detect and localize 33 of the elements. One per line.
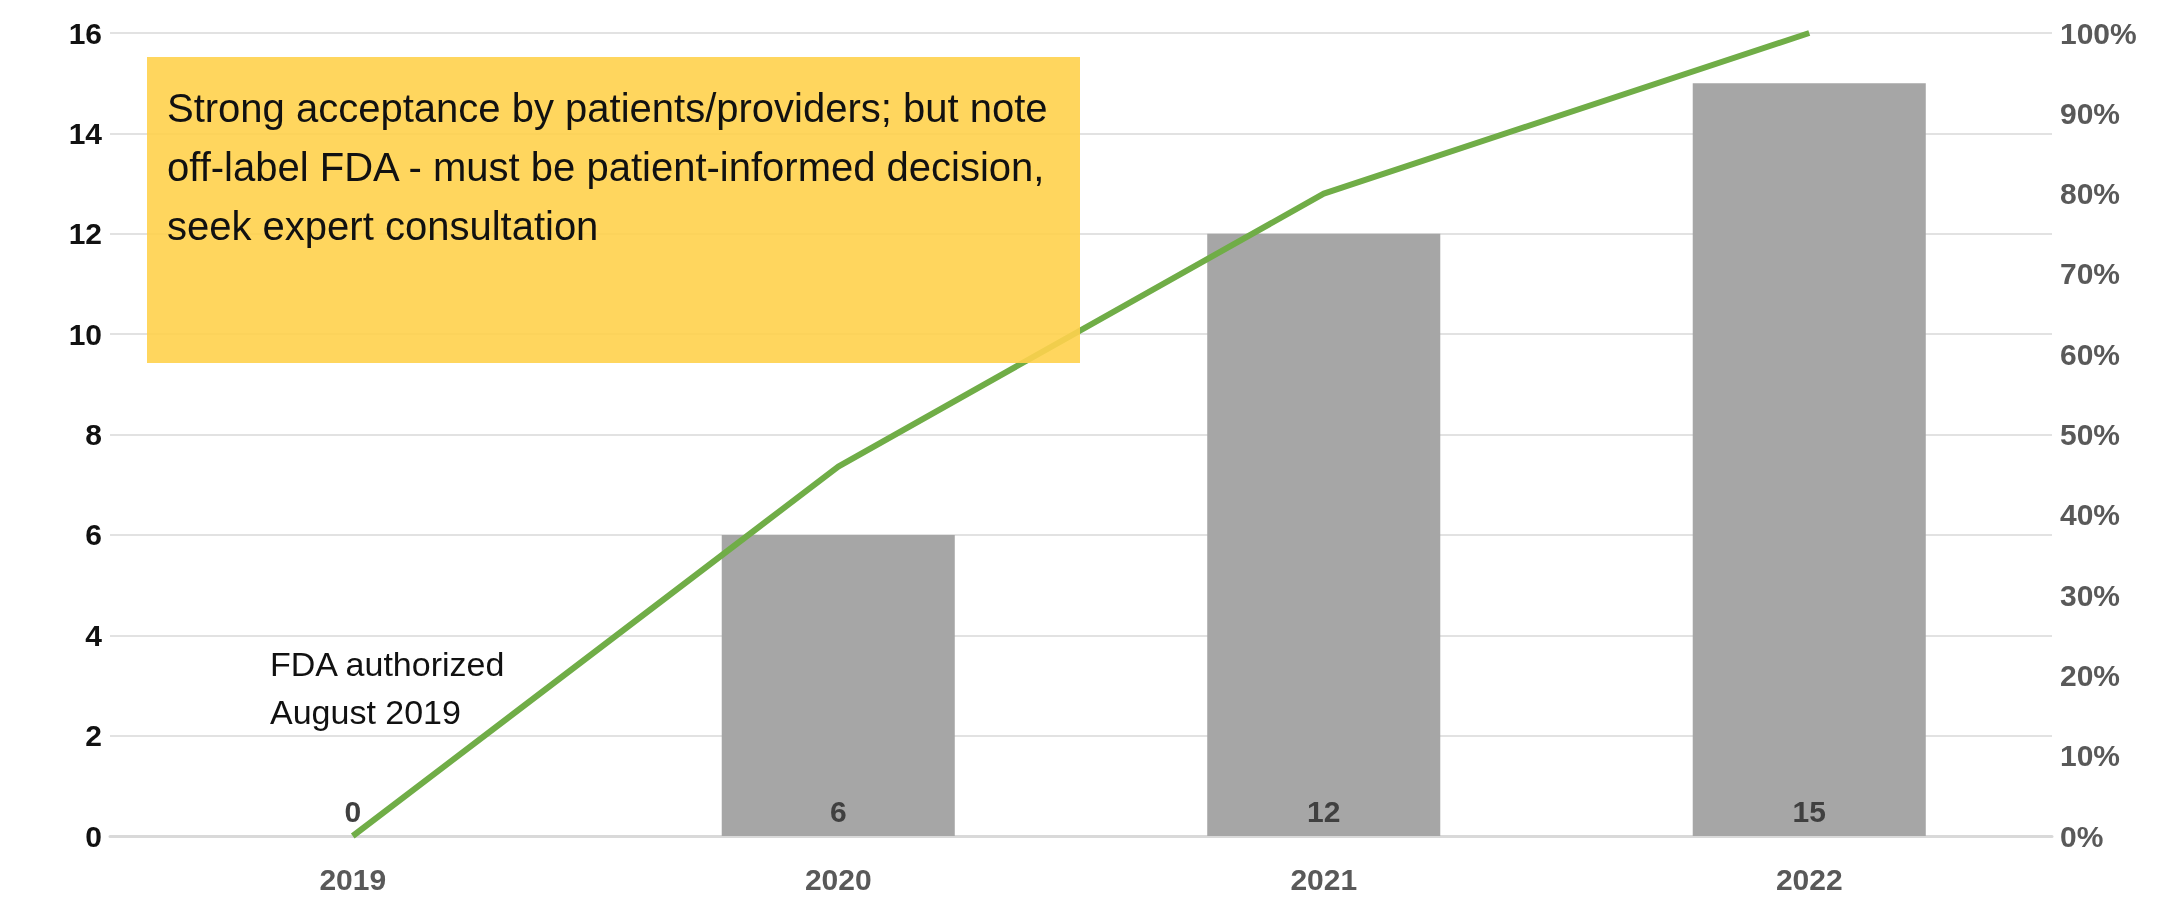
data-label: 6 (829, 794, 847, 828)
y-tick-label: 4 (85, 618, 103, 652)
y-tick-label: 6 (85, 518, 102, 552)
x-tick-label: 2020 (804, 862, 872, 896)
y2-tick-label: 70% (2060, 257, 2121, 291)
note-box: Strong acceptance by patients/providers; but note off-label FDA - must be patient-informed decision, seek expert consultation (147, 57, 1080, 363)
y2-tick-label: 40% (2060, 498, 2121, 532)
y2-tick-label: 90% (2060, 96, 2121, 130)
x-tick-label: 2021 (1290, 862, 1358, 896)
y2-tick-label: 20% (2060, 658, 2121, 692)
data-label: 12 (1307, 794, 1341, 828)
y2-tick-label: 100% (2060, 16, 2137, 50)
bar (1207, 233, 1441, 836)
y2-tick-label: 60% (2060, 337, 2121, 371)
annotation: FDA authorized August 2019 (270, 645, 514, 731)
y-tick-label: 2 (85, 719, 102, 753)
y-tick-label: 16 (68, 16, 102, 50)
x-tick-label: 2019 (319, 862, 387, 896)
y2-tick-label: 10% (2060, 739, 2121, 773)
x-tick-label: 2022 (1775, 862, 1843, 896)
y-tick-label: 12 (68, 217, 102, 251)
y-tick-label: 0 (85, 819, 102, 853)
y2-tick-label: 80% (2060, 177, 2121, 211)
bar (721, 534, 955, 836)
data-label: 15 (1792, 794, 1826, 828)
y2-tick-label: 0% (2060, 819, 2104, 853)
y-tick-label: 10 (68, 317, 102, 351)
y2-tick-label: 30% (2060, 578, 2121, 612)
data-label: 0 (344, 794, 362, 828)
y-tick-label: 8 (85, 418, 102, 451)
bar (1692, 83, 1926, 836)
y-tick-label: 14 (68, 116, 103, 150)
y2-tick-label: 50% (2060, 418, 2121, 451)
